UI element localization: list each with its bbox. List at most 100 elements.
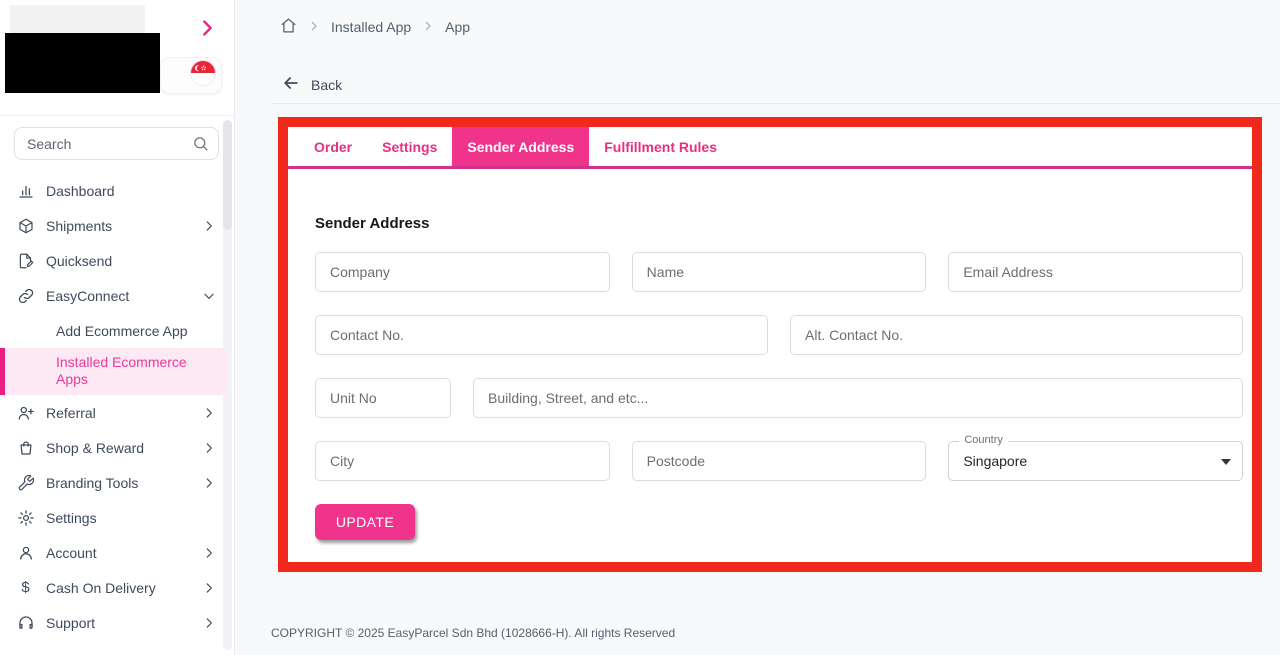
chevron-right-icon — [202, 546, 216, 560]
sidebar-header — [0, 0, 234, 116]
sidebar-item-label: Referral — [46, 404, 96, 421]
sidebar-item-label: Dashboard — [46, 182, 115, 199]
tab-label: Sender Address — [467, 138, 575, 155]
sidebar-nav: Dashboard Shipments Quicksend EasyConnec… — [0, 173, 228, 640]
sidebar-item-shop-reward[interactable]: Shop & Reward — [0, 430, 228, 465]
sidebar-item-label: EasyConnect — [46, 287, 130, 304]
back-label: Back — [311, 76, 343, 93]
sidebar-subitem-label: Add Ecommerce App — [56, 322, 188, 339]
breadcrumb: Installed App App — [280, 17, 470, 37]
quicksend-icon — [16, 251, 35, 270]
sidebar-subitem-installed-ecommerce-apps[interactable]: Installed Ecommerce Apps — [0, 348, 228, 395]
sidebar-item-account[interactable]: Account — [0, 535, 228, 570]
breadcrumb-installed-app[interactable]: Installed App — [331, 19, 412, 35]
country-select-value: Singapore — [963, 453, 1028, 469]
tab-bar: Order Settings Sender Address Fulfillmen… — [288, 127, 1252, 166]
sidebar: Dashboard Shipments Quicksend EasyConnec… — [0, 0, 235, 655]
tab-label: Fulfillment Rules — [604, 138, 718, 155]
form-row — [315, 315, 1243, 355]
sidebar-item-label: Support — [46, 614, 96, 631]
sidebar-item-shipments[interactable]: Shipments — [0, 208, 228, 243]
tab-label: Settings — [382, 138, 438, 155]
tab-order[interactable]: Order — [299, 127, 367, 166]
sidebar-collapse-chevron-icon[interactable] — [196, 17, 218, 39]
sidebar-item-support[interactable]: Support — [0, 605, 228, 640]
select-caret-icon — [1221, 459, 1232, 465]
company-field[interactable] — [315, 252, 610, 292]
form-row — [315, 378, 1243, 418]
sidebar-item-label: Shipments — [46, 217, 113, 234]
sidebar-item-referral[interactable]: Referral — [0, 395, 228, 430]
sidebar-item-label: Cash On Delivery — [46, 579, 156, 596]
sidebar-item-label: Settings — [46, 509, 97, 526]
chevron-down-icon — [202, 289, 216, 303]
chevron-right-icon — [202, 616, 216, 630]
sidebar-item-label: Shop & Reward — [46, 439, 145, 456]
search-input[interactable] — [14, 127, 219, 160]
tab-fulfillment-rules[interactable]: Fulfillment Rules — [589, 127, 732, 166]
sender-address-form: Sender Address Country Singapore — [288, 169, 1252, 540]
person-icon — [16, 543, 35, 562]
link-icon — [16, 286, 35, 305]
dollar-icon: $ — [21, 579, 30, 596]
update-button[interactable]: UPDATE — [315, 504, 415, 540]
contact-no-field[interactable] — [315, 315, 768, 355]
annotation-highlight-box: Order Settings Sender Address Fulfillmen… — [278, 117, 1262, 572]
postcode-field[interactable] — [631, 441, 927, 481]
home-icon[interactable] — [280, 17, 297, 37]
tab-label: Order — [314, 138, 353, 155]
sidebar-item-dashboard[interactable]: Dashboard — [0, 173, 228, 208]
sidebar-scrollbar-thumb[interactable] — [223, 120, 232, 230]
form-row — [315, 252, 1244, 292]
divider — [271, 103, 1280, 104]
chevron-right-icon — [202, 406, 216, 420]
chevron-right-icon — [202, 219, 216, 233]
tab-settings[interactable]: Settings — [367, 127, 452, 166]
sidebar-item-settings[interactable]: Settings — [0, 500, 228, 535]
back-arrow-icon — [281, 73, 301, 96]
sidebar-item-label: Branding Tools — [46, 474, 139, 491]
country-select-label: Country — [959, 434, 1008, 446]
alt-contact-no-field[interactable] — [790, 315, 1243, 355]
tab-sender-address[interactable]: Sender Address — [452, 127, 590, 166]
chevron-right-icon — [202, 476, 216, 490]
shopping-bag-icon — [16, 438, 35, 457]
form-row: Country Singapore — [315, 434, 1244, 481]
gear-icon — [16, 508, 35, 527]
sidebar-subitem-label: Installed Ecommerce Apps — [56, 354, 187, 387]
chevron-right-icon — [202, 581, 216, 595]
street-field[interactable] — [473, 378, 1243, 418]
form-heading: Sender Address — [315, 215, 430, 232]
sidebar-subitem-add-ecommerce-app[interactable]: Add Ecommerce App — [0, 313, 228, 348]
headset-icon — [16, 613, 35, 632]
back-button[interactable]: Back — [281, 73, 342, 96]
unit-no-field[interactable] — [315, 378, 451, 418]
copyright-text: COPYRIGHT © 2025 EasyParcel Sdn Bhd (102… — [271, 626, 676, 640]
tab-underline — [288, 166, 1252, 169]
language-flag-chip[interactable] — [160, 57, 222, 94]
name-field[interactable] — [631, 252, 927, 292]
sidebar-item-label: Account — [46, 544, 97, 561]
chevron-right-icon — [202, 441, 216, 455]
box-icon — [16, 216, 35, 235]
sidebar-item-quicksend[interactable]: Quicksend — [0, 243, 228, 278]
singapore-flag-icon — [190, 60, 216, 91]
sidebar-search — [14, 127, 219, 160]
referral-icon — [16, 403, 35, 422]
breadcrumb-separator-icon — [422, 19, 434, 35]
search-icon — [192, 135, 209, 157]
redaction-overlay — [5, 33, 160, 93]
main-content: Installed App App Back Order Settings Se… — [236, 0, 1280, 655]
sidebar-item-label: Quicksend — [46, 252, 113, 269]
redacted-text-area — [10, 5, 145, 33]
city-field[interactable] — [315, 441, 610, 481]
email-field[interactable] — [948, 252, 1244, 292]
breadcrumb-separator-icon — [308, 19, 320, 35]
wrench-icon — [16, 473, 35, 492]
dashboard-icon — [16, 181, 35, 200]
sidebar-item-cash-on-delivery[interactable]: $ Cash On Delivery — [0, 570, 228, 605]
sidebar-item-easyconnect[interactable]: EasyConnect — [0, 278, 228, 313]
breadcrumb-app[interactable]: App — [445, 19, 471, 35]
country-select[interactable]: Country Singapore — [948, 434, 1244, 481]
sidebar-item-branding-tools[interactable]: Branding Tools — [0, 465, 228, 500]
